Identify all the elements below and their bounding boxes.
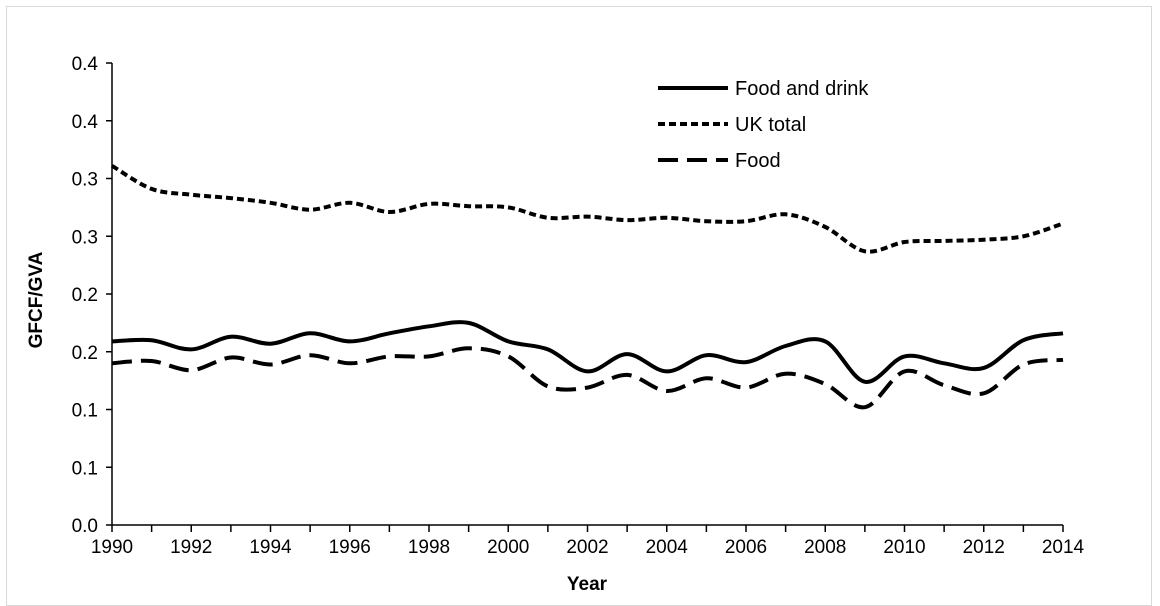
x-tick-label: 1994: [249, 537, 292, 558]
y-tick-label: 0.3: [72, 170, 98, 191]
x-tick-label: 1998: [408, 537, 450, 558]
series-line-food: [111, 346, 1064, 410]
y-tick-label: 0.4: [72, 112, 99, 133]
x-tick-label: 2012: [963, 537, 1005, 558]
x-tick-label: 2010: [883, 537, 925, 558]
x-tick-label: 1996: [329, 537, 371, 558]
series-line-uk-total: [110, 164, 1064, 254]
legend-label-uk-total: UK total: [735, 114, 806, 136]
series-layer: [110, 164, 1064, 410]
y-axis-title: GFCF/GVA: [26, 251, 47, 348]
legend: Food and drink UK total Food: [658, 78, 869, 172]
series-line-food-and-drink: [111, 320, 1064, 384]
x-tick-label: 2006: [725, 537, 767, 558]
y-tick-label: 0.0: [72, 516, 98, 537]
x-axis-title: Year: [567, 574, 608, 593]
x-tick-label: 1992: [170, 537, 212, 558]
y-tick-label: 0.3: [72, 227, 98, 248]
axes: 0.0 0.1 0.1 0.2 0.2 0.3 0.3 0.4 0.4 1990 1992 1994 1…: [72, 54, 1085, 558]
legend-label-food: Food: [735, 150, 781, 172]
x-tick-label: 2008: [804, 537, 846, 558]
y-tick-label: 0.2: [72, 343, 98, 364]
y-tick-label: 0.2: [72, 285, 98, 306]
y-tick-label: 0.4: [72, 54, 99, 75]
y-tick-label: 0.1: [72, 401, 98, 422]
x-tick-label: 2002: [566, 537, 608, 558]
y-tick-label: 0.1: [72, 458, 98, 479]
x-tick-label: 2004: [646, 537, 689, 558]
x-tick-label: 2000: [487, 537, 529, 558]
line-chart: 0.0 0.1 0.1 0.2 0.2 0.3 0.3 0.4 0.4 1990 1992 1994 1…: [26, 54, 1085, 593]
x-tick-label: 1990: [91, 537, 133, 558]
x-tick-label: 2014: [1042, 537, 1085, 558]
legend-label-food-and-drink: Food and drink: [735, 78, 869, 100]
